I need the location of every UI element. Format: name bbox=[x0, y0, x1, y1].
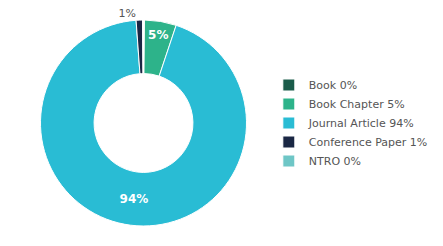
svg-text:NTRO 0%: NTRO 0% bbox=[309, 155, 361, 168]
svg-text:94%: 94% bbox=[120, 192, 149, 206]
svg-text:Journal Article 94%: Journal Article 94% bbox=[308, 117, 414, 130]
svg-text:Book Chapter 5%: Book Chapter 5% bbox=[309, 98, 405, 111]
svg-text:Conference Paper 1%: Conference Paper 1% bbox=[309, 136, 427, 149]
svg-text:5%: 5% bbox=[148, 28, 168, 42]
svg-text:Book 0%: Book 0% bbox=[309, 79, 357, 92]
svg-text:1%: 1% bbox=[119, 7, 136, 20]
